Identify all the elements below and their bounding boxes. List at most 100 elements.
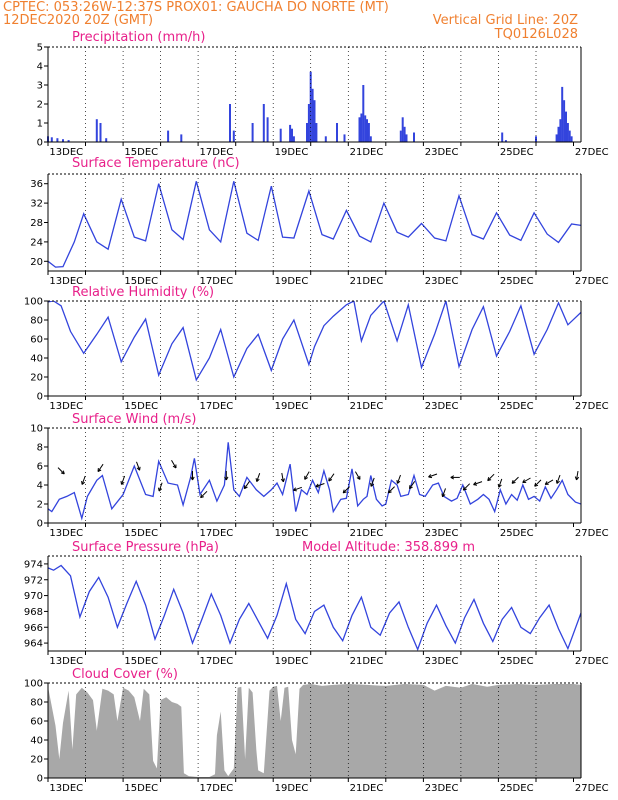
y-tick-label: 0 — [37, 774, 43, 785]
x-date-label: 25DEC — [500, 276, 534, 287]
precip-bar — [358, 117, 361, 142]
y-tick-label: 3 — [37, 81, 43, 92]
wind-arrow — [574, 471, 580, 481]
wind-arrow — [544, 479, 554, 485]
wind-arrow-head — [473, 481, 477, 485]
x-date-label: 19DEC — [275, 656, 309, 667]
wind-arrow-shaft — [293, 486, 302, 491]
x-date-label: 13DEC — [49, 656, 83, 667]
wind-arrow-head — [342, 489, 345, 494]
wind-arrow — [396, 474, 401, 484]
wind-arrow-head — [224, 476, 227, 481]
precip-bar — [360, 113, 363, 142]
x-date-label: 15DEC — [124, 656, 158, 667]
wind-arrow-shaft — [396, 474, 401, 484]
wind-arrow-shaft — [315, 483, 325, 487]
wind-arrow-head — [315, 486, 320, 488]
precip-bar — [306, 123, 308, 142]
wind-arrow — [487, 473, 495, 482]
wind-arrow — [81, 475, 86, 485]
wind-arrow — [315, 483, 325, 488]
x-date-label: 21DEC — [350, 656, 384, 667]
wind-arrow-shaft — [534, 479, 542, 487]
wind-arrow-shaft — [544, 479, 554, 485]
wind-arrow-shaft — [57, 467, 65, 475]
wind-arrow-head — [356, 477, 361, 480]
wind-arrow-head — [81, 480, 83, 485]
precip-bar — [315, 123, 318, 142]
y-tick-label: 972 — [24, 575, 43, 586]
wind-arrow — [342, 486, 350, 494]
precip-bar — [559, 119, 562, 142]
wind-arrow-head — [293, 487, 297, 491]
y-tick-label: 5 — [37, 43, 43, 54]
x-date-label: 15DEC — [124, 147, 158, 158]
pressure-series-line — [48, 564, 581, 651]
wind-arrow — [304, 471, 310, 480]
y-tick-label: 32 — [30, 199, 43, 210]
precip-bar — [561, 86, 564, 142]
wind-arrow — [522, 477, 531, 483]
panel-cloud: 0 20 40 60 80 100 13DEC 15DEC 17DEC 19DEC 21DEC 23D… — [24, 679, 609, 795]
wind-arrow-shaft — [370, 477, 375, 487]
wind-arrow-shaft — [304, 471, 310, 480]
precip-bar — [568, 130, 571, 142]
wind-arrow-shaft — [354, 471, 361, 480]
wind-arrow — [97, 463, 104, 473]
precip-bar — [56, 138, 59, 142]
wind-arrow-shaft — [556, 474, 561, 484]
wind-arrow-head — [428, 476, 433, 479]
x-date-label: 25DEC — [500, 147, 534, 158]
precip-bar — [401, 117, 404, 142]
wind-arrow — [511, 476, 519, 484]
x-date-label: 21DEC — [350, 528, 384, 539]
precip-bar — [413, 132, 415, 142]
precip-bar — [232, 130, 235, 142]
precip-bar — [366, 119, 368, 142]
x-date-label: 23DEC — [425, 147, 459, 158]
x-date-label: 27DEC — [575, 401, 609, 412]
precip-bar — [311, 88, 314, 142]
wind-arrow — [328, 473, 335, 482]
y-tick-label: 36 — [30, 179, 43, 190]
wind-arrow-head — [574, 476, 577, 481]
precip-bar — [324, 136, 327, 142]
precip-bar — [266, 117, 269, 142]
wind-arrow — [409, 481, 416, 490]
wind-arrow — [200, 490, 208, 499]
wind-arrow — [473, 481, 483, 486]
x-date-label: 13DEC — [49, 276, 83, 287]
wind-arrow-shaft — [328, 473, 335, 482]
x-date-label: 17DEC — [200, 656, 234, 667]
wind-arrow-head — [534, 482, 537, 487]
precip-bar — [50, 137, 53, 143]
wind-arrow-head — [370, 482, 372, 487]
wind-arrow-shaft — [511, 476, 519, 484]
x-date-label: 13DEC — [49, 147, 83, 158]
x-date-label: 19DEC — [275, 528, 309, 539]
x-date-label: 17DEC — [200, 276, 234, 287]
wind-arrow — [280, 472, 285, 483]
header-model-code: TQ0126L028 — [494, 27, 578, 42]
wind-arrow-head — [555, 480, 558, 484]
x-date-label: 15DEC — [124, 401, 158, 412]
wind-arrow-shaft — [576, 471, 579, 480]
wind-arrow-head — [136, 467, 140, 471]
x-date-label: 21DEC — [350, 783, 384, 794]
x-date-label: 19DEC — [275, 401, 309, 412]
wind-arrow-head — [522, 479, 525, 483]
wind-arrow-shaft — [243, 481, 250, 489]
precip-bar — [364, 115, 367, 142]
precip-bar — [251, 123, 254, 142]
x-date-label: 21DEC — [350, 401, 384, 412]
wind-arrow-head — [315, 483, 319, 487]
wind-arrow-head — [441, 493, 443, 497]
wind-arrow-shaft — [498, 478, 503, 488]
wind-arrow — [136, 461, 141, 471]
precip-bar — [262, 104, 265, 142]
panel-rh: 0 20 40 60 80 100 13DEC 15DEC 17DEC 19DEC 21DEC 23D… — [24, 297, 609, 413]
x-date-label: 15DEC — [124, 528, 158, 539]
wind-arrow-head — [450, 475, 455, 478]
wind-arrow-shaft — [342, 486, 350, 494]
x-date-label: 21DEC — [350, 276, 384, 287]
